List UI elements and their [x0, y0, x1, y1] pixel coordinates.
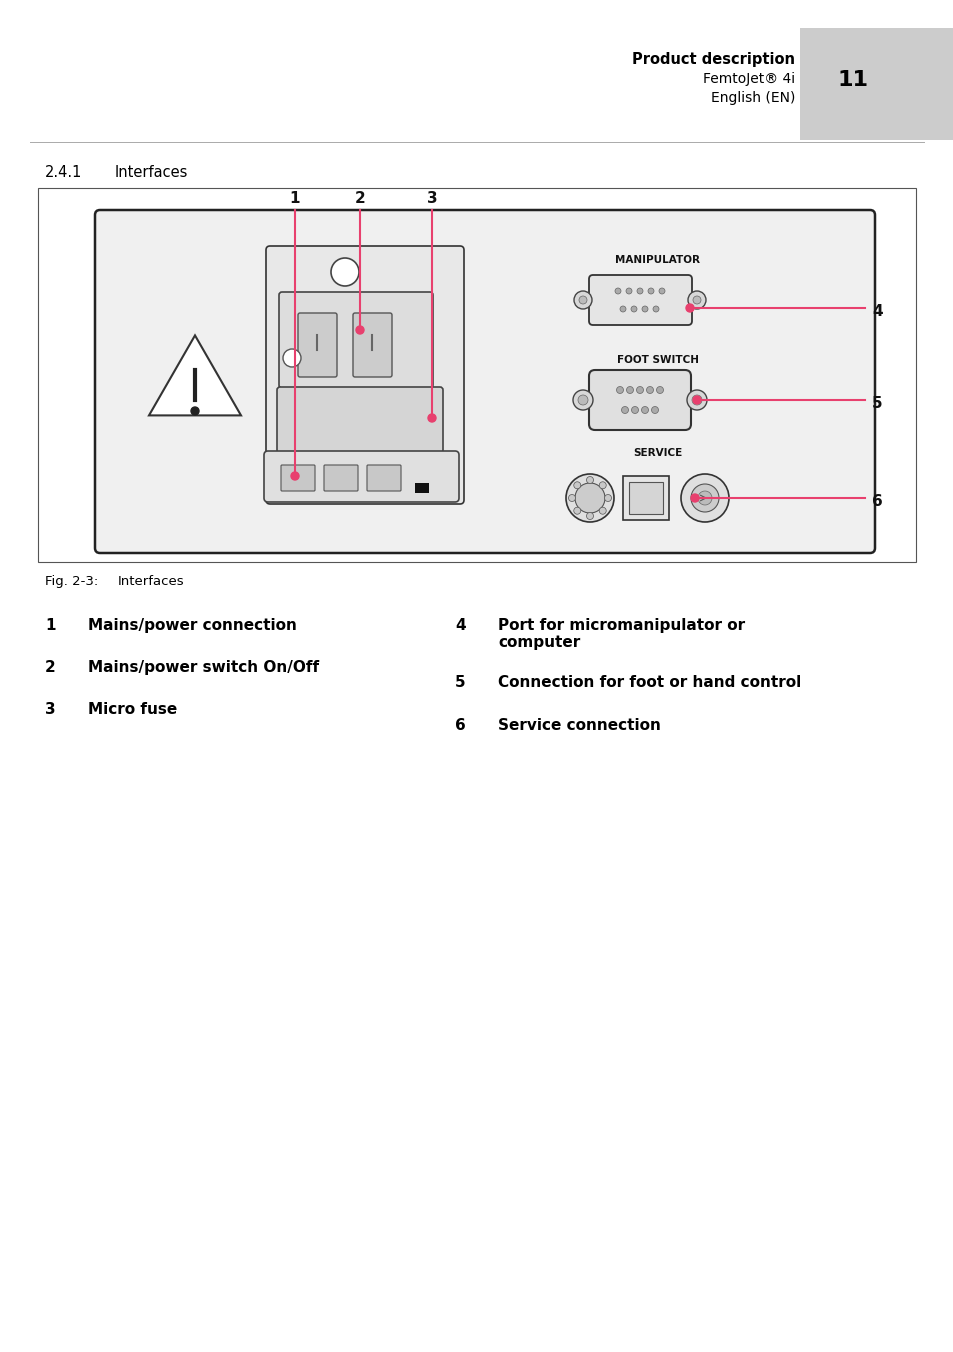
Circle shape: [428, 414, 436, 422]
FancyBboxPatch shape: [276, 387, 442, 453]
Circle shape: [686, 389, 706, 410]
Circle shape: [625, 288, 631, 293]
FancyBboxPatch shape: [297, 314, 336, 377]
Circle shape: [598, 481, 605, 489]
Circle shape: [574, 291, 592, 310]
Text: Micro fuse: Micro fuse: [88, 702, 177, 717]
Bar: [622, 476, 668, 521]
Circle shape: [631, 407, 638, 414]
Text: SERVICE: SERVICE: [633, 448, 682, 458]
Circle shape: [646, 387, 653, 393]
Circle shape: [616, 387, 623, 393]
Circle shape: [565, 475, 614, 522]
Circle shape: [691, 395, 701, 406]
Text: 4: 4: [871, 303, 882, 319]
Text: 3: 3: [45, 702, 55, 717]
Text: 4: 4: [455, 618, 465, 633]
Text: 1: 1: [290, 191, 300, 206]
Text: 5: 5: [455, 675, 465, 690]
FancyBboxPatch shape: [95, 210, 874, 553]
Text: Fig. 2-3:: Fig. 2-3:: [45, 575, 98, 588]
Circle shape: [615, 288, 620, 293]
Text: Mains/power connection: Mains/power connection: [88, 618, 296, 633]
FancyBboxPatch shape: [278, 292, 433, 388]
Circle shape: [698, 491, 711, 506]
Circle shape: [283, 349, 301, 366]
Text: 6: 6: [455, 718, 465, 733]
FancyBboxPatch shape: [266, 246, 463, 504]
Text: FOOT SWITCH: FOOT SWITCH: [617, 356, 699, 365]
Circle shape: [680, 475, 728, 522]
Circle shape: [619, 306, 625, 312]
Circle shape: [191, 407, 199, 415]
FancyBboxPatch shape: [367, 465, 400, 491]
FancyBboxPatch shape: [353, 314, 392, 377]
Text: 3: 3: [426, 191, 436, 206]
Circle shape: [690, 493, 699, 502]
Circle shape: [604, 495, 611, 502]
Text: Port for micromanipulator or
computer: Port for micromanipulator or computer: [497, 618, 744, 650]
Circle shape: [626, 387, 633, 393]
Circle shape: [620, 407, 628, 414]
FancyBboxPatch shape: [588, 274, 691, 324]
Circle shape: [573, 389, 593, 410]
Text: Product description: Product description: [631, 51, 794, 68]
Text: 6: 6: [871, 493, 882, 508]
Text: 5: 5: [871, 396, 882, 411]
Circle shape: [291, 472, 298, 480]
Circle shape: [355, 326, 364, 334]
Circle shape: [578, 395, 587, 406]
Circle shape: [692, 296, 700, 304]
Circle shape: [640, 407, 648, 414]
Circle shape: [586, 512, 593, 519]
Text: Mains/power switch On/Off: Mains/power switch On/Off: [88, 660, 319, 675]
Text: 1: 1: [45, 618, 55, 633]
Circle shape: [586, 476, 593, 484]
Circle shape: [575, 483, 604, 512]
Circle shape: [331, 258, 358, 287]
Circle shape: [598, 507, 605, 514]
Text: 2.4.1: 2.4.1: [45, 165, 82, 180]
Circle shape: [651, 407, 658, 414]
Circle shape: [568, 495, 575, 502]
Text: 11: 11: [837, 70, 867, 91]
Text: FemtoJet® 4i: FemtoJet® 4i: [702, 72, 794, 87]
Text: Interfaces: Interfaces: [115, 165, 188, 180]
Circle shape: [637, 288, 642, 293]
FancyBboxPatch shape: [324, 465, 357, 491]
Circle shape: [685, 304, 693, 312]
Polygon shape: [149, 335, 241, 415]
Circle shape: [656, 387, 662, 393]
Bar: [415, 483, 429, 493]
FancyBboxPatch shape: [281, 465, 314, 491]
Text: Interfaces: Interfaces: [118, 575, 185, 588]
Text: MANIPULATOR: MANIPULATOR: [615, 256, 700, 265]
Circle shape: [647, 288, 654, 293]
Circle shape: [687, 291, 705, 310]
Circle shape: [573, 507, 580, 514]
Text: Service connection: Service connection: [497, 718, 660, 733]
Text: English (EN): English (EN): [710, 91, 794, 105]
Circle shape: [578, 296, 586, 304]
Text: 2: 2: [45, 660, 55, 675]
Circle shape: [573, 481, 580, 489]
FancyBboxPatch shape: [264, 452, 458, 502]
Text: Connection for foot or hand control: Connection for foot or hand control: [497, 675, 801, 690]
FancyBboxPatch shape: [588, 370, 690, 430]
Bar: [628, 483, 662, 514]
Circle shape: [652, 306, 659, 312]
Circle shape: [659, 288, 664, 293]
Circle shape: [641, 306, 647, 312]
Text: 2: 2: [355, 191, 365, 206]
Circle shape: [692, 396, 700, 404]
Circle shape: [690, 484, 719, 512]
Circle shape: [636, 387, 643, 393]
Circle shape: [630, 306, 637, 312]
Bar: [800, 28, 953, 141]
Bar: [38, 188, 915, 562]
